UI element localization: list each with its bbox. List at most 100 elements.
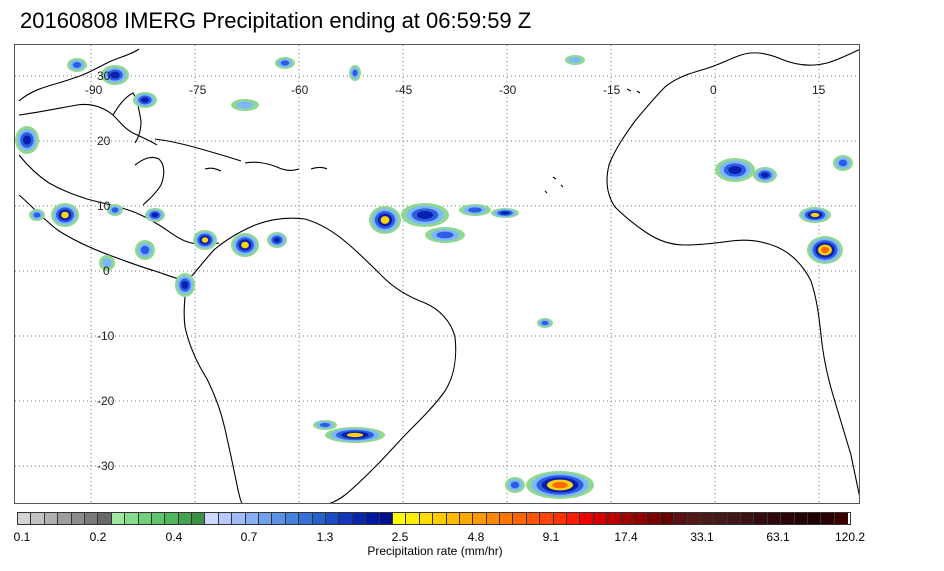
colorbar-swatch (473, 513, 487, 525)
precipitation-cell (151, 212, 159, 218)
colorbar-swatch (633, 513, 648, 525)
colorbar-swatch (325, 513, 340, 525)
coastline-south-america-west (183, 280, 243, 503)
colorbar-swatch (406, 513, 420, 525)
precipitation-cell (436, 231, 454, 239)
colorbar-swatch (433, 513, 447, 525)
precipitation-cell (761, 172, 769, 178)
precipitation-cell (810, 212, 820, 218)
colorbar-swatch (138, 513, 152, 525)
precipitation-cell (241, 241, 249, 249)
colorbar-swatch (540, 513, 554, 525)
coastline-central-america (18, 154, 220, 245)
lat-label: 10 (97, 199, 111, 213)
lon-label: -15 (603, 83, 621, 97)
precipitation-cell (838, 159, 848, 167)
precipitation-map[interactable]: -90 -75 -60 -45 -30 -15 0 15 30 20 10 0 … (14, 44, 860, 504)
colorbar-swatch (714, 513, 728, 525)
colorbar-swatch (754, 513, 768, 525)
colorbar-tick-label: 63.1 (766, 530, 790, 544)
precipitation-cell (541, 320, 549, 326)
colorbar-swatch (660, 513, 675, 525)
precipitation-field (15, 55, 853, 499)
coastline-puerto-rico (310, 166, 328, 170)
colorbar-tick-label: 33.1 (690, 530, 714, 544)
precipitation-cell (110, 71, 120, 79)
colorbar-swatch (593, 513, 608, 525)
lat-label: 20 (97, 134, 111, 148)
colorbar-tick-label: 9.1 (542, 530, 560, 544)
map-canvas (15, 45, 859, 503)
colorbar-swatch (259, 513, 273, 525)
precipitation-cell (569, 57, 581, 63)
colorbar-swatch (192, 513, 206, 525)
colorbar-swatch (392, 513, 407, 525)
colorbar-swatch (821, 513, 835, 525)
colorbar-swatch (794, 513, 809, 525)
colorbar-swatch (781, 513, 795, 525)
colorbar-swatch (419, 513, 434, 525)
colorbar-swatch (834, 513, 849, 525)
graticule (15, 45, 859, 503)
colorbar-title: Precipitation rate (mm/hr) (367, 544, 503, 558)
colorbar-swatch (232, 513, 246, 525)
colorbar-swatch (580, 513, 594, 525)
colorbar-swatch (178, 513, 193, 525)
precipitation-cell (140, 245, 150, 255)
colorbar-swatch (741, 513, 755, 525)
precipitation-cell (510, 481, 520, 489)
precipitation-cell (346, 432, 364, 438)
colorbar-tick-label: 0.4 (165, 530, 183, 544)
colorbar-swatch (71, 513, 85, 525)
precipitation-cell (728, 166, 742, 174)
precipitation-colorbar (18, 513, 849, 525)
colorbar-swatch (218, 513, 233, 525)
precipitation-cell (417, 211, 433, 219)
colorbar-swatch (700, 513, 715, 525)
colorbar-swatch (272, 513, 286, 525)
lon-label: -75 (189, 83, 207, 97)
colorbar-swatch (620, 513, 634, 525)
lon-label: -60 (291, 83, 309, 97)
precipitation-cell (468, 207, 482, 213)
precipitation-cell (352, 69, 358, 77)
precipitation-cell (102, 258, 112, 268)
colorbar-swatch (125, 513, 139, 525)
lon-label: -90 (85, 83, 103, 97)
colorbar-tick-label: 120.2 (834, 530, 866, 544)
colorbar-tick-label: 0.1 (13, 530, 31, 544)
coastline-cuba (154, 138, 242, 162)
colorbar-swatch (98, 513, 112, 525)
colorbar-tick-label: 2.5 (391, 530, 409, 544)
colorbar-swatch (299, 513, 313, 525)
colorbar-tick-label: 17.4 (614, 530, 638, 544)
lon-label: 15 (812, 83, 826, 97)
colorbar-swatch (18, 513, 32, 525)
colorbar-swatch (607, 513, 621, 525)
colorbar-swatch (808, 513, 822, 525)
coastline-canaries (626, 88, 641, 94)
colorbar-swatch (767, 513, 782, 525)
colorbar-swatch (500, 513, 514, 525)
lat-label: -10 (97, 329, 115, 343)
precipitation-cell (201, 237, 209, 243)
colorbar-swatch (366, 513, 380, 525)
colorbar-swatch (379, 513, 393, 525)
colorbar-swatch (459, 513, 474, 525)
colorbar-swatch (687, 513, 701, 525)
lat-label: -30 (97, 459, 115, 473)
precipitation-cell (820, 246, 830, 254)
colorbar-swatch (526, 513, 541, 525)
colorbar-swatch (165, 513, 179, 525)
colorbar-tick-label: 0.7 (240, 530, 258, 544)
colorbar-swatch (151, 513, 166, 525)
colorbar-swatch (339, 513, 353, 525)
coastline-yucatan (134, 156, 165, 206)
colorbar-swatch (84, 513, 99, 525)
colorbar-swatch (446, 513, 460, 525)
colorbar-swatch (205, 513, 219, 525)
coastline-pacific-central-america (18, 194, 188, 282)
colorbar-tick-label: 1.3 (316, 530, 334, 544)
precipitation-cell (552, 481, 568, 489)
colorbar-swatch (58, 513, 72, 525)
